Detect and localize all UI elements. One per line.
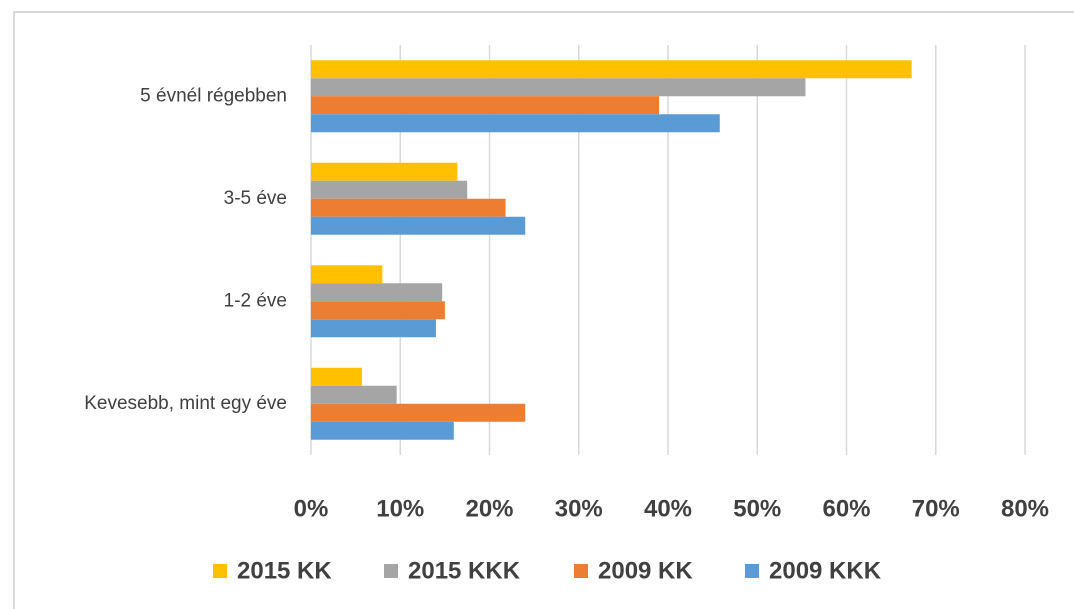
legend-swatch <box>745 564 759 578</box>
bar <box>311 78 806 97</box>
bar <box>311 180 468 199</box>
legend-swatch <box>574 564 588 578</box>
legend-swatch <box>384 564 398 578</box>
x-tick-label: 30% <box>555 495 603 522</box>
y-tick-label: Kevesebb, mint egy éve <box>84 393 287 414</box>
bar <box>311 283 443 302</box>
bar <box>311 114 720 133</box>
bar <box>311 385 397 404</box>
y-tick-label: 5 évnél régebben <box>140 85 287 106</box>
bar <box>311 265 383 284</box>
legend-label: 2015 KK <box>237 557 332 584</box>
bar <box>311 421 454 440</box>
bar <box>311 403 526 422</box>
legend-label: 2009 KK <box>598 557 693 584</box>
x-tick-label: 80% <box>1001 495 1049 522</box>
bar <box>311 216 526 235</box>
bar <box>311 301 445 320</box>
x-tick-label: 60% <box>822 495 870 522</box>
x-tick-label: 10% <box>376 495 424 522</box>
y-tick-label: 3-5 éve <box>224 188 287 209</box>
bar <box>311 319 436 338</box>
bar <box>311 60 912 79</box>
x-tick-label: 70% <box>912 495 960 522</box>
bar <box>311 96 660 115</box>
bar <box>311 198 506 217</box>
y-tick-label: 1-2 éve <box>224 290 287 311</box>
x-tick-label: 50% <box>733 495 781 522</box>
legend-label: 2015 KKK <box>408 557 521 584</box>
x-tick-label: 40% <box>644 495 692 522</box>
x-tick-label: 0% <box>294 495 329 522</box>
legend-label: 2009 KKK <box>769 557 882 584</box>
bar <box>311 162 458 181</box>
x-tick-label: 20% <box>465 495 513 522</box>
bar <box>311 367 362 386</box>
legend-swatch <box>213 564 227 578</box>
